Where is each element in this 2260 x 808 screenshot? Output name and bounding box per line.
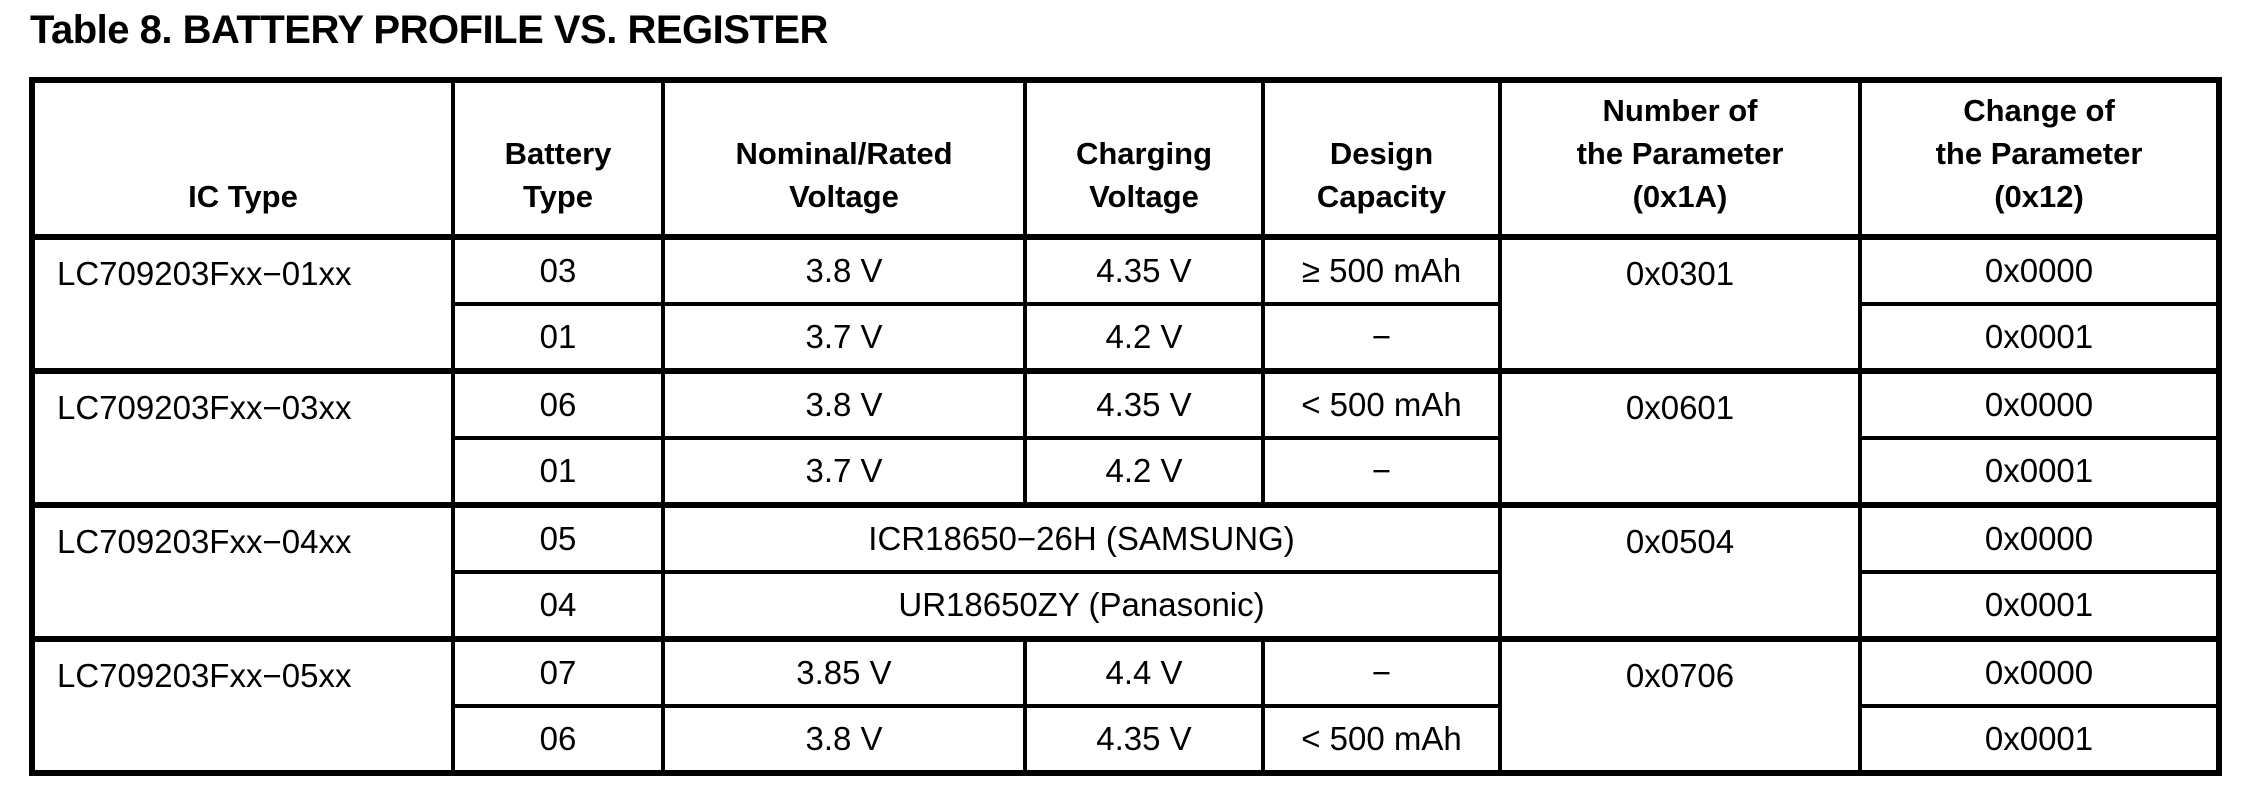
- charging-voltage-cell: 4.35 V: [1023, 369, 1265, 440]
- battery-model-cell: ICR18650−26H (SAMSUNG): [661, 503, 1502, 574]
- table-title: Table 8. BATTERY PROFILE VS. REGISTER: [30, 8, 828, 52]
- battery-type-cell: 04: [451, 570, 665, 642]
- battery-type-cell: 01: [451, 302, 665, 374]
- nominal-voltage-cell: 3.85 V: [661, 637, 1027, 708]
- charging-voltage-cell: 4.35 V: [1023, 235, 1265, 306]
- charging-voltage-cell: 4.2 V: [1023, 302, 1265, 374]
- design-capacity-cell: ≥ 500 mAh: [1261, 235, 1502, 306]
- nominal-voltage-cell: 3.8 V: [661, 369, 1027, 440]
- ic-type-cell: LC709203Fxx−04xx: [30, 503, 455, 642]
- battery-type-cell: 03: [451, 235, 665, 306]
- parameter-change-cell: 0x0001: [1858, 302, 2221, 374]
- header-battery-type: Battery Type: [451, 78, 665, 240]
- header-row: IC Type Battery Type Nominal/Rated Volta…: [30, 78, 2221, 240]
- table-row: LC709203Fxx−05xx 07 3.85 V 4.4 V − 0x070…: [30, 637, 2221, 776]
- battery-type-cell: 06: [451, 704, 665, 776]
- parameter-number-cell: 0x0301: [1498, 235, 1862, 374]
- ic-type-cell: LC709203Fxx−05xx: [30, 637, 455, 776]
- table-row: 06 3.8 V 4.35 V < 500 mAh 0x0001: [32, 704, 2221, 776]
- parameter-number-cell: 0x0706: [1498, 637, 1862, 776]
- nominal-voltage-cell: 3.8 V: [661, 704, 1027, 776]
- parameter-number-cell: 0x0601: [1498, 369, 1862, 508]
- table-row: LC709203Fxx−04xx 05 ICR18650−26H (SAMSUN…: [30, 503, 2221, 642]
- table-row: 01 3.7 V 4.2 V − 0x0001: [32, 436, 2221, 508]
- charging-voltage-cell: 4.35 V: [1023, 704, 1265, 776]
- header-ic-type: IC Type: [30, 78, 455, 240]
- design-capacity-cell: < 500 mAh: [1261, 704, 1502, 776]
- parameter-change-cell: 0x0000: [1858, 503, 2221, 574]
- header-nominal-voltage: Nominal/Rated Voltage: [661, 78, 1027, 240]
- parameter-change-cell: 0x0001: [1858, 570, 2221, 642]
- nominal-voltage-cell: 3.7 V: [661, 302, 1027, 374]
- charging-voltage-cell: 4.2 V: [1023, 436, 1265, 508]
- design-capacity-cell: −: [1261, 436, 1502, 508]
- battery-type-cell: 01: [451, 436, 665, 508]
- parameter-change-cell: 0x0000: [1858, 637, 2221, 708]
- battery-type-cell: 05: [451, 503, 665, 574]
- table-row: 04 UR18650ZY (Panasonic) 0x0001: [32, 570, 2221, 642]
- charging-voltage-cell: 4.4 V: [1023, 637, 1265, 708]
- ic-type-cell: LC709203Fxx−03xx: [30, 369, 455, 508]
- parameter-change-cell: 0x0001: [1858, 704, 2221, 776]
- battery-type-cell: 07: [451, 637, 665, 708]
- design-capacity-cell: −: [1261, 637, 1502, 708]
- battery-type-cell: 06: [451, 369, 665, 440]
- header-parameter-change: Change of the Parameter (0x12): [1858, 78, 2221, 240]
- design-capacity-cell: −: [1261, 302, 1502, 374]
- battery-profile-table: IC Type Battery Type Nominal/Rated Volta…: [29, 77, 2222, 776]
- parameter-number-cell: 0x0504: [1498, 503, 1862, 642]
- design-capacity-cell: < 500 mAh: [1261, 369, 1502, 440]
- table-row: 01 3.7 V 4.2 V − 0x0001: [32, 302, 2221, 374]
- table-row: LC709203Fxx−01xx 03 3.8 V 4.35 V ≥ 500 m…: [30, 235, 2221, 374]
- header-charging-voltage: Charging Voltage: [1023, 78, 1265, 240]
- parameter-change-cell: 0x0000: [1858, 369, 2221, 440]
- parameter-change-cell: 0x0001: [1858, 436, 2221, 508]
- battery-model-cell: UR18650ZY (Panasonic): [661, 570, 1502, 642]
- nominal-voltage-cell: 3.7 V: [661, 436, 1027, 508]
- parameter-change-cell: 0x0000: [1858, 235, 2221, 306]
- header-design-capacity: Design Capacity: [1261, 78, 1502, 240]
- table-row: LC709203Fxx−03xx 06 3.8 V 4.35 V < 500 m…: [30, 369, 2221, 508]
- ic-type-cell: LC709203Fxx−01xx: [30, 235, 455, 374]
- nominal-voltage-cell: 3.8 V: [661, 235, 1027, 306]
- header-parameter-number: Number of the Parameter (0x1A): [1498, 78, 1862, 240]
